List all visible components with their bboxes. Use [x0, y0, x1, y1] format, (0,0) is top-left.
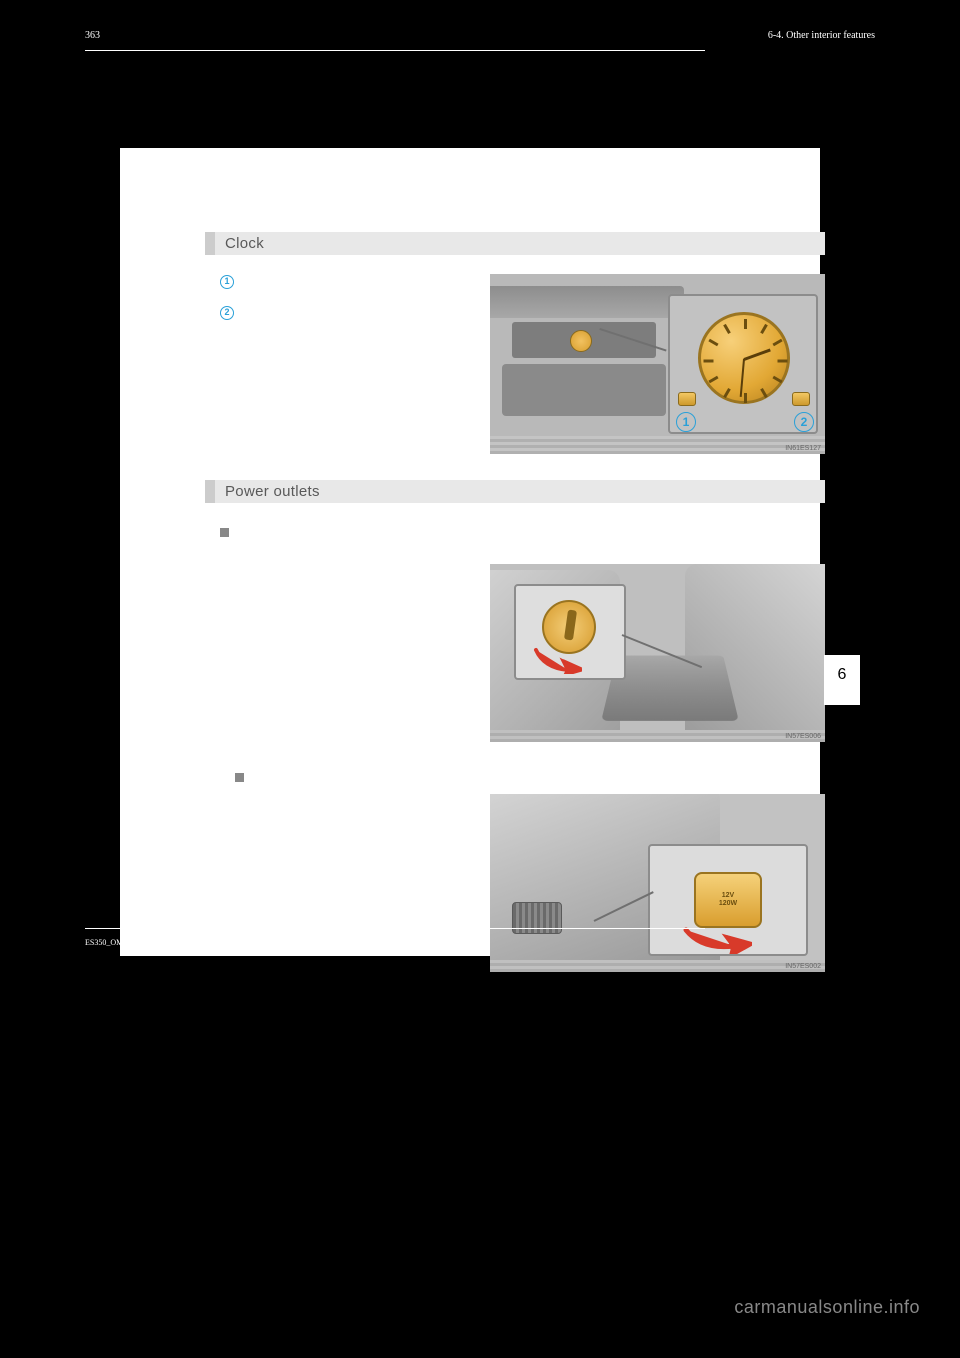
page-body: Clock 1 Adjusts the hours. 2 Adjusts the… — [120, 148, 820, 956]
vent-icon — [512, 902, 562, 934]
footer-rule — [85, 928, 705, 929]
callout-text-2: Adjusts the minutes. — [242, 305, 460, 324]
chapter-label: Interior features — [826, 688, 858, 694]
power-outlet-rear-block: Rear seat — [235, 768, 475, 784]
figure-id-rear: IN57ES002 — [785, 963, 821, 970]
square-bullet-icon — [220, 528, 229, 537]
figure-id-console: IN57ES006 — [785, 733, 821, 740]
header-rule — [85, 50, 705, 51]
subheading-rear-seat: Rear seat — [251, 768, 299, 784]
instruction-rear-seat: Open the lid. — [220, 794, 460, 810]
power-outlet-console-block: Console box Open the lid. — [220, 522, 460, 570]
analog-clock-face — [698, 312, 790, 404]
document-code: ES350_OM33A01U_(U) — [85, 938, 166, 947]
figure-callout-1: 1 — [676, 412, 696, 432]
watermark-text: carmanualsonline.info — [734, 1297, 920, 1318]
socket-label-wattage: 120W — [719, 900, 737, 908]
clock-instructions: 1 Adjusts the hours. 2 Adjusts the minut… — [220, 274, 460, 336]
callout-text-1: Adjusts the hours. — [242, 274, 460, 293]
section-heading-power-outlets: Power outlets — [205, 480, 825, 503]
callout-number-2: 2 — [220, 306, 234, 320]
open-arrow-icon — [532, 646, 582, 674]
section-reference: 6-4. Other interior features — [768, 30, 875, 41]
minute-adjust-button — [792, 392, 810, 406]
figure-id-clock: IN61ES127 — [785, 445, 821, 452]
chapter-number: 6 — [838, 666, 847, 684]
section-heading-clock: Clock — [205, 232, 825, 255]
instruction-console-box: Open the lid. — [220, 551, 460, 570]
figure-callout-2: 2 — [794, 412, 814, 432]
hour-adjust-button — [678, 392, 696, 406]
socket-label-voltage: 12V — [722, 892, 734, 900]
figure-clock: 1 2 IN61ES127 — [490, 274, 825, 454]
figure-rear-seat: 12V 120W IN57ES002 — [490, 794, 825, 972]
clock-icon — [570, 330, 592, 352]
callout-number-1: 1 — [220, 275, 234, 289]
rear-power-socket: 12V 120W — [694, 872, 762, 928]
page-number: 363 — [85, 30, 100, 41]
figure-console-box: IN57ES006 — [490, 564, 825, 742]
chapter-side-tab: 6 Interior features — [824, 655, 860, 705]
subheading-console-box: Console box — [236, 522, 301, 541]
square-bullet-icon — [235, 773, 244, 782]
